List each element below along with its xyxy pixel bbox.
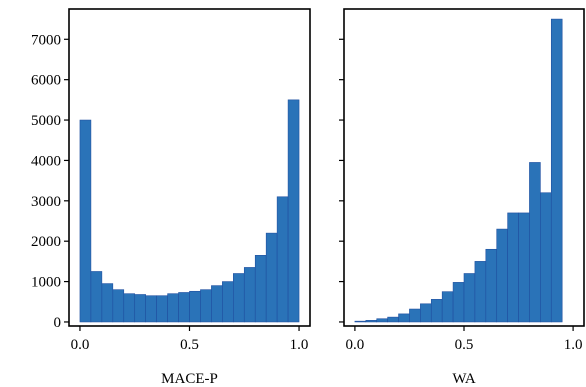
wa-bar-15: [518, 212, 530, 323]
mace-p-y-tick-label-2: 2000: [31, 234, 61, 250]
mace-p-bar-10: [189, 290, 201, 323]
wa-bar-3: [387, 316, 399, 323]
mace-p-y-axis: 0 1000 2000 3000 4000 5000 6000 7000: [31, 32, 69, 331]
wa-bar-2: [376, 318, 388, 323]
mace-p-bar-5: [134, 294, 146, 323]
mace-p-bar-3: [112, 289, 125, 323]
wa-bar-12: [485, 248, 498, 323]
mace-p-bar-18: [276, 196, 289, 323]
mace-p-x-axis-title: MACE-P: [161, 371, 218, 387]
mace-p-bars: [79, 99, 300, 323]
mace-p-y-tick-label-1: 1000: [31, 275, 61, 291]
wa-bar-18: [550, 18, 563, 323]
mace-p-y-tick-label-3: 3000: [31, 194, 61, 210]
wa-x-tick-label-2: 1.0: [564, 337, 583, 353]
mace-p-x-tick-label-2: 1.0: [290, 337, 309, 353]
wa-bar-5: [409, 308, 421, 323]
mace-p-y-tick-label-4: 4000: [31, 153, 61, 169]
mace-p-bar-2: [101, 283, 114, 323]
mace-p-bar-13: [222, 281, 234, 323]
wa-x-tick-label-0: 0.0: [346, 337, 365, 353]
mace-p-y-tick-label-0: 0: [54, 315, 62, 331]
mace-p-y-tick-label-6: 6000: [31, 73, 61, 89]
wa-bar-8: [441, 291, 454, 323]
mace-p-bar-17: [265, 232, 278, 323]
mace-p-bar-14: [233, 273, 245, 323]
mace-p-bar-0: [79, 119, 92, 323]
wa-bar-6: [420, 303, 432, 323]
mace-p-bar-19: [287, 99, 300, 323]
mace-p-bar-16: [254, 255, 267, 323]
mace-p-bar-12: [211, 285, 223, 323]
mace-p-bar-9: [178, 292, 190, 323]
wa-bar-7: [430, 299, 443, 323]
mace-p-bar-6: [145, 295, 157, 323]
mace-p-y-tick-label-5: 5000: [31, 113, 61, 129]
wa-bar-14: [507, 212, 519, 323]
wa-bar-11: [474, 261, 487, 323]
wa-x-axis: 0.0 0.5 1.0: [346, 326, 583, 353]
mace-p-bar-15: [243, 267, 256, 323]
mace-p-x-axis: 0.0 0.5 1.0: [71, 326, 309, 353]
mace-p-x-tick-label-0: 0.0: [71, 337, 90, 353]
wa-y-axis: [339, 38, 344, 323]
wa-x-axis-title: WA: [452, 371, 475, 387]
mace-p-plot-frame: [68, 8, 311, 327]
wa-bar-1: [365, 320, 378, 323]
wa-bar-9: [452, 282, 465, 323]
wa-bar-13: [496, 228, 508, 323]
wa-bar-0: [354, 320, 367, 323]
wa-bar-17: [540, 192, 552, 323]
mace-p-bar-4: [123, 293, 136, 323]
wa-bar-4: [398, 313, 410, 323]
mace-p-y-tick-label-7: 7000: [31, 32, 61, 48]
wa-x-tick-label-1: 0.5: [455, 337, 474, 353]
mace-p-bar-11: [200, 289, 212, 323]
mace-p-bar-1: [90, 271, 103, 323]
wa-bar-10: [463, 273, 476, 323]
wa-plot-frame: [343, 8, 585, 327]
panel-wa: 0.0 0.5 1.0 WA: [339, 8, 585, 387]
wa-bar-16: [529, 162, 541, 323]
mace-p-bar-8: [167, 293, 179, 323]
wa-bars: [354, 18, 563, 323]
mace-p-bar-7: [156, 295, 168, 323]
mace-p-x-tick-label-1: 0.5: [180, 337, 199, 353]
